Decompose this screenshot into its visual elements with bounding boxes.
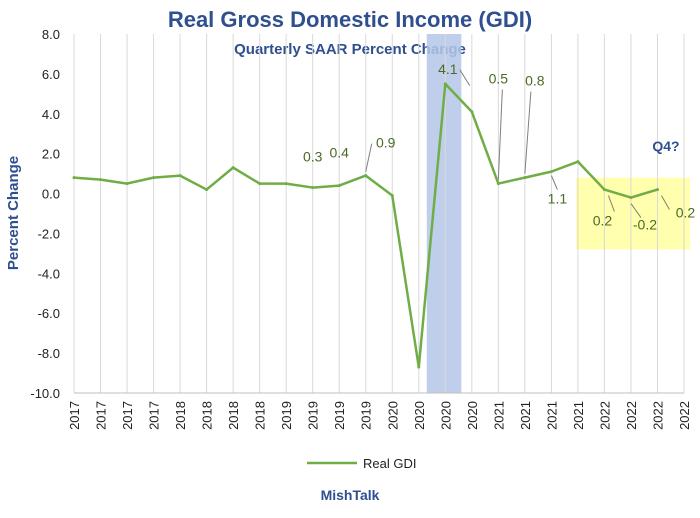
data-label-leader-22 — [661, 195, 670, 210]
data-label-leader-21 — [630, 203, 642, 218]
data-label-20: 0.2 — [593, 213, 613, 229]
x-tick-label-19: 2021 — [571, 401, 586, 430]
data-point-4 — [178, 174, 182, 178]
source-label: MishTalk — [321, 487, 380, 503]
axes-layer: 8.0 6.0 4.0 2.0 0.0 -2.0 -4.0 -6.0 -8.0 -10.0 2017… — [30, 27, 692, 430]
x-tick-label-12: 2020 — [385, 401, 400, 430]
highlight-band — [575, 177, 690, 250]
data-label-18: 1.1 — [548, 191, 568, 207]
data-label-leader-11 — [365, 143, 373, 172]
y-tick-label-2: 4.0 — [42, 107, 60, 122]
x-tick-label-8: 2019 — [279, 401, 294, 430]
bands-layer — [426, 34, 690, 393]
data-label-15: 4.1 — [438, 61, 458, 77]
x-tick-label-17: 2021 — [518, 401, 533, 430]
data-label-leader-20 — [607, 195, 615, 212]
y-tick-label-8: -8.0 — [38, 346, 60, 361]
data-point-3 — [152, 176, 156, 180]
x-tick-label-23: 2022 — [677, 401, 692, 430]
data-point-7 — [258, 182, 262, 186]
data-point-2 — [125, 182, 129, 186]
data-label-leader-15 — [459, 69, 471, 87]
series-layer — [72, 82, 659, 369]
y-tick-label-1: 6.0 — [42, 67, 60, 82]
y-tick-label-4: 0.0 — [42, 187, 60, 202]
y-tick-label-3: 2.0 — [42, 147, 60, 162]
x-tick-label-13: 2020 — [412, 401, 427, 430]
legend: Real GDI — [307, 456, 416, 471]
data-point-13 — [417, 365, 421, 369]
data-label-leader-17 — [524, 91, 532, 174]
data-point-17 — [523, 176, 527, 180]
data-label-16: 0.5 — [489, 71, 509, 87]
x-tick-label-4: 2018 — [173, 401, 188, 430]
y-tick-label-0: 8.0 — [42, 27, 60, 42]
data-point-15 — [470, 110, 474, 114]
q4-annotation: Q4? — [652, 138, 679, 154]
data-label-9: 0.3 — [303, 149, 323, 165]
data-point-6 — [231, 166, 235, 170]
data-label-leader-16 — [497, 89, 503, 180]
data-point-14 — [443, 82, 447, 86]
y-tick-label-9: -10.0 — [30, 386, 60, 401]
x-tick-label-14: 2020 — [438, 401, 453, 430]
chart-title: Real Gross Domestic Income (GDI) — [168, 7, 532, 32]
x-tick-label-11: 2019 — [359, 401, 374, 430]
data-label-10: 0.4 — [329, 145, 349, 161]
chart-subtitle: Quarterly SAAR Percent Change — [234, 41, 466, 58]
data-label-17: 0.8 — [525, 73, 545, 89]
grid-layer — [73, 34, 685, 393]
data-point-16 — [496, 182, 500, 186]
x-tick-label-18: 2021 — [544, 401, 559, 430]
data-point-10 — [337, 184, 341, 188]
data-point-21 — [629, 196, 633, 200]
x-tick-label-9: 2019 — [306, 401, 321, 430]
legend-label-real-gdi: Real GDI — [363, 456, 416, 471]
y-tick-label-6: -4.0 — [38, 266, 60, 281]
data-point-8 — [284, 182, 288, 186]
y-tick-label-5: -2.0 — [38, 226, 60, 241]
data-point-1 — [99, 178, 103, 182]
data-label-22: 0.2 — [676, 205, 696, 221]
y-tick-label-7: -6.0 — [38, 306, 60, 321]
data-label-11: 0.9 — [376, 135, 396, 151]
x-tick-label-3: 2017 — [147, 401, 162, 430]
data-label-leader-18 — [550, 175, 558, 190]
x-tick-label-5: 2018 — [200, 401, 215, 430]
x-tick-label-16: 2021 — [491, 401, 506, 430]
data-point-12 — [390, 194, 394, 198]
x-tick-label-6: 2018 — [226, 401, 241, 430]
x-tick-label-20: 2022 — [597, 401, 612, 430]
y-axis-label: Percent Change — [5, 156, 22, 270]
x-tick-label-1: 2017 — [94, 401, 109, 430]
data-label-21: -0.2 — [633, 217, 657, 233]
x-tick-label-7: 2018 — [253, 401, 268, 430]
data-point-0 — [72, 176, 76, 180]
x-tick-label-21: 2022 — [624, 401, 639, 430]
data-point-22 — [655, 188, 659, 192]
data-point-11 — [364, 174, 368, 178]
x-tick-label-10: 2019 — [332, 401, 347, 430]
data-point-5 — [205, 188, 209, 192]
data-point-9 — [311, 186, 315, 190]
x-tick-label-22: 2022 — [650, 401, 665, 430]
x-tick-label-0: 2017 — [67, 401, 82, 430]
data-point-20 — [602, 188, 606, 192]
data-labels-layer: 0.3 0.4 0.9 4.1 0.5 0.8 1.1 0.2 -0.2 0.2 — [303, 61, 695, 233]
x-tick-label-2: 2017 — [120, 401, 135, 430]
data-point-18 — [549, 170, 553, 174]
data-point-19 — [576, 160, 580, 164]
x-tick-label-15: 2020 — [465, 401, 480, 430]
